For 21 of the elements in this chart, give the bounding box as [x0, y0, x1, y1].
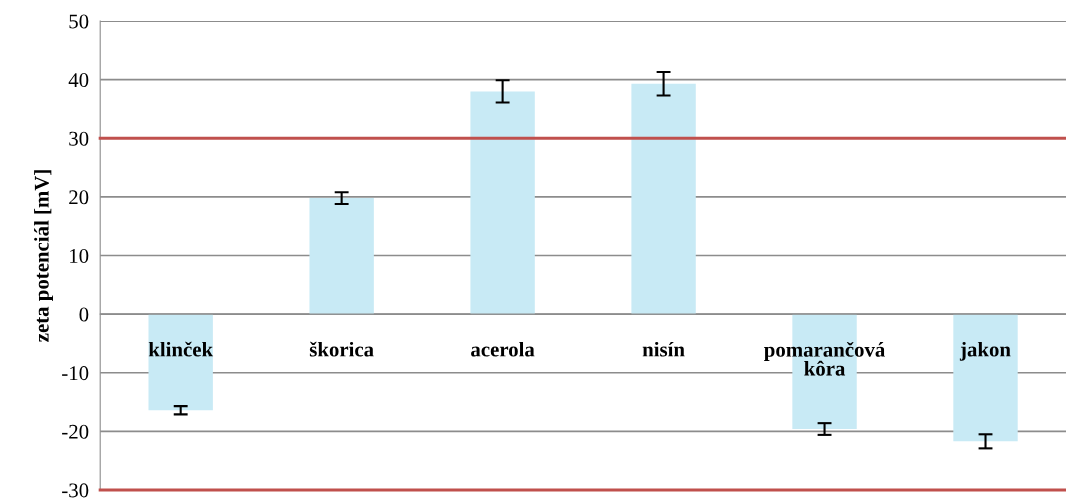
bar: [953, 314, 1018, 442]
x-tick-label: nisín: [642, 341, 685, 357]
bar: [631, 83, 696, 315]
x-tick-label: pomarančová kôra: [764, 341, 885, 376]
y-tick-label: -10: [62, 366, 89, 381]
bar: [470, 91, 535, 315]
x-tick-label: škorica: [309, 341, 374, 357]
x-tick-label: jakon: [959, 341, 1011, 361]
y-tick-label: 20: [69, 190, 89, 205]
y-tick-label: 0: [79, 307, 89, 322]
y-tick-label: 10: [70, 248, 89, 263]
y-tick-label: -20: [62, 424, 89, 439]
bar: [148, 314, 213, 411]
y-tick-label: 40: [68, 73, 89, 88]
x-tick-label: acerola: [471, 341, 535, 357]
y-tick-label: -30: [62, 483, 89, 498]
y-axis-title: zeta potenciál [mV]: [34, 170, 53, 342]
y-tick-label: 50: [69, 14, 89, 29]
bar: [309, 198, 374, 315]
y-tick-label: 30: [69, 131, 89, 146]
x-tick-label: klinček: [148, 341, 214, 357]
